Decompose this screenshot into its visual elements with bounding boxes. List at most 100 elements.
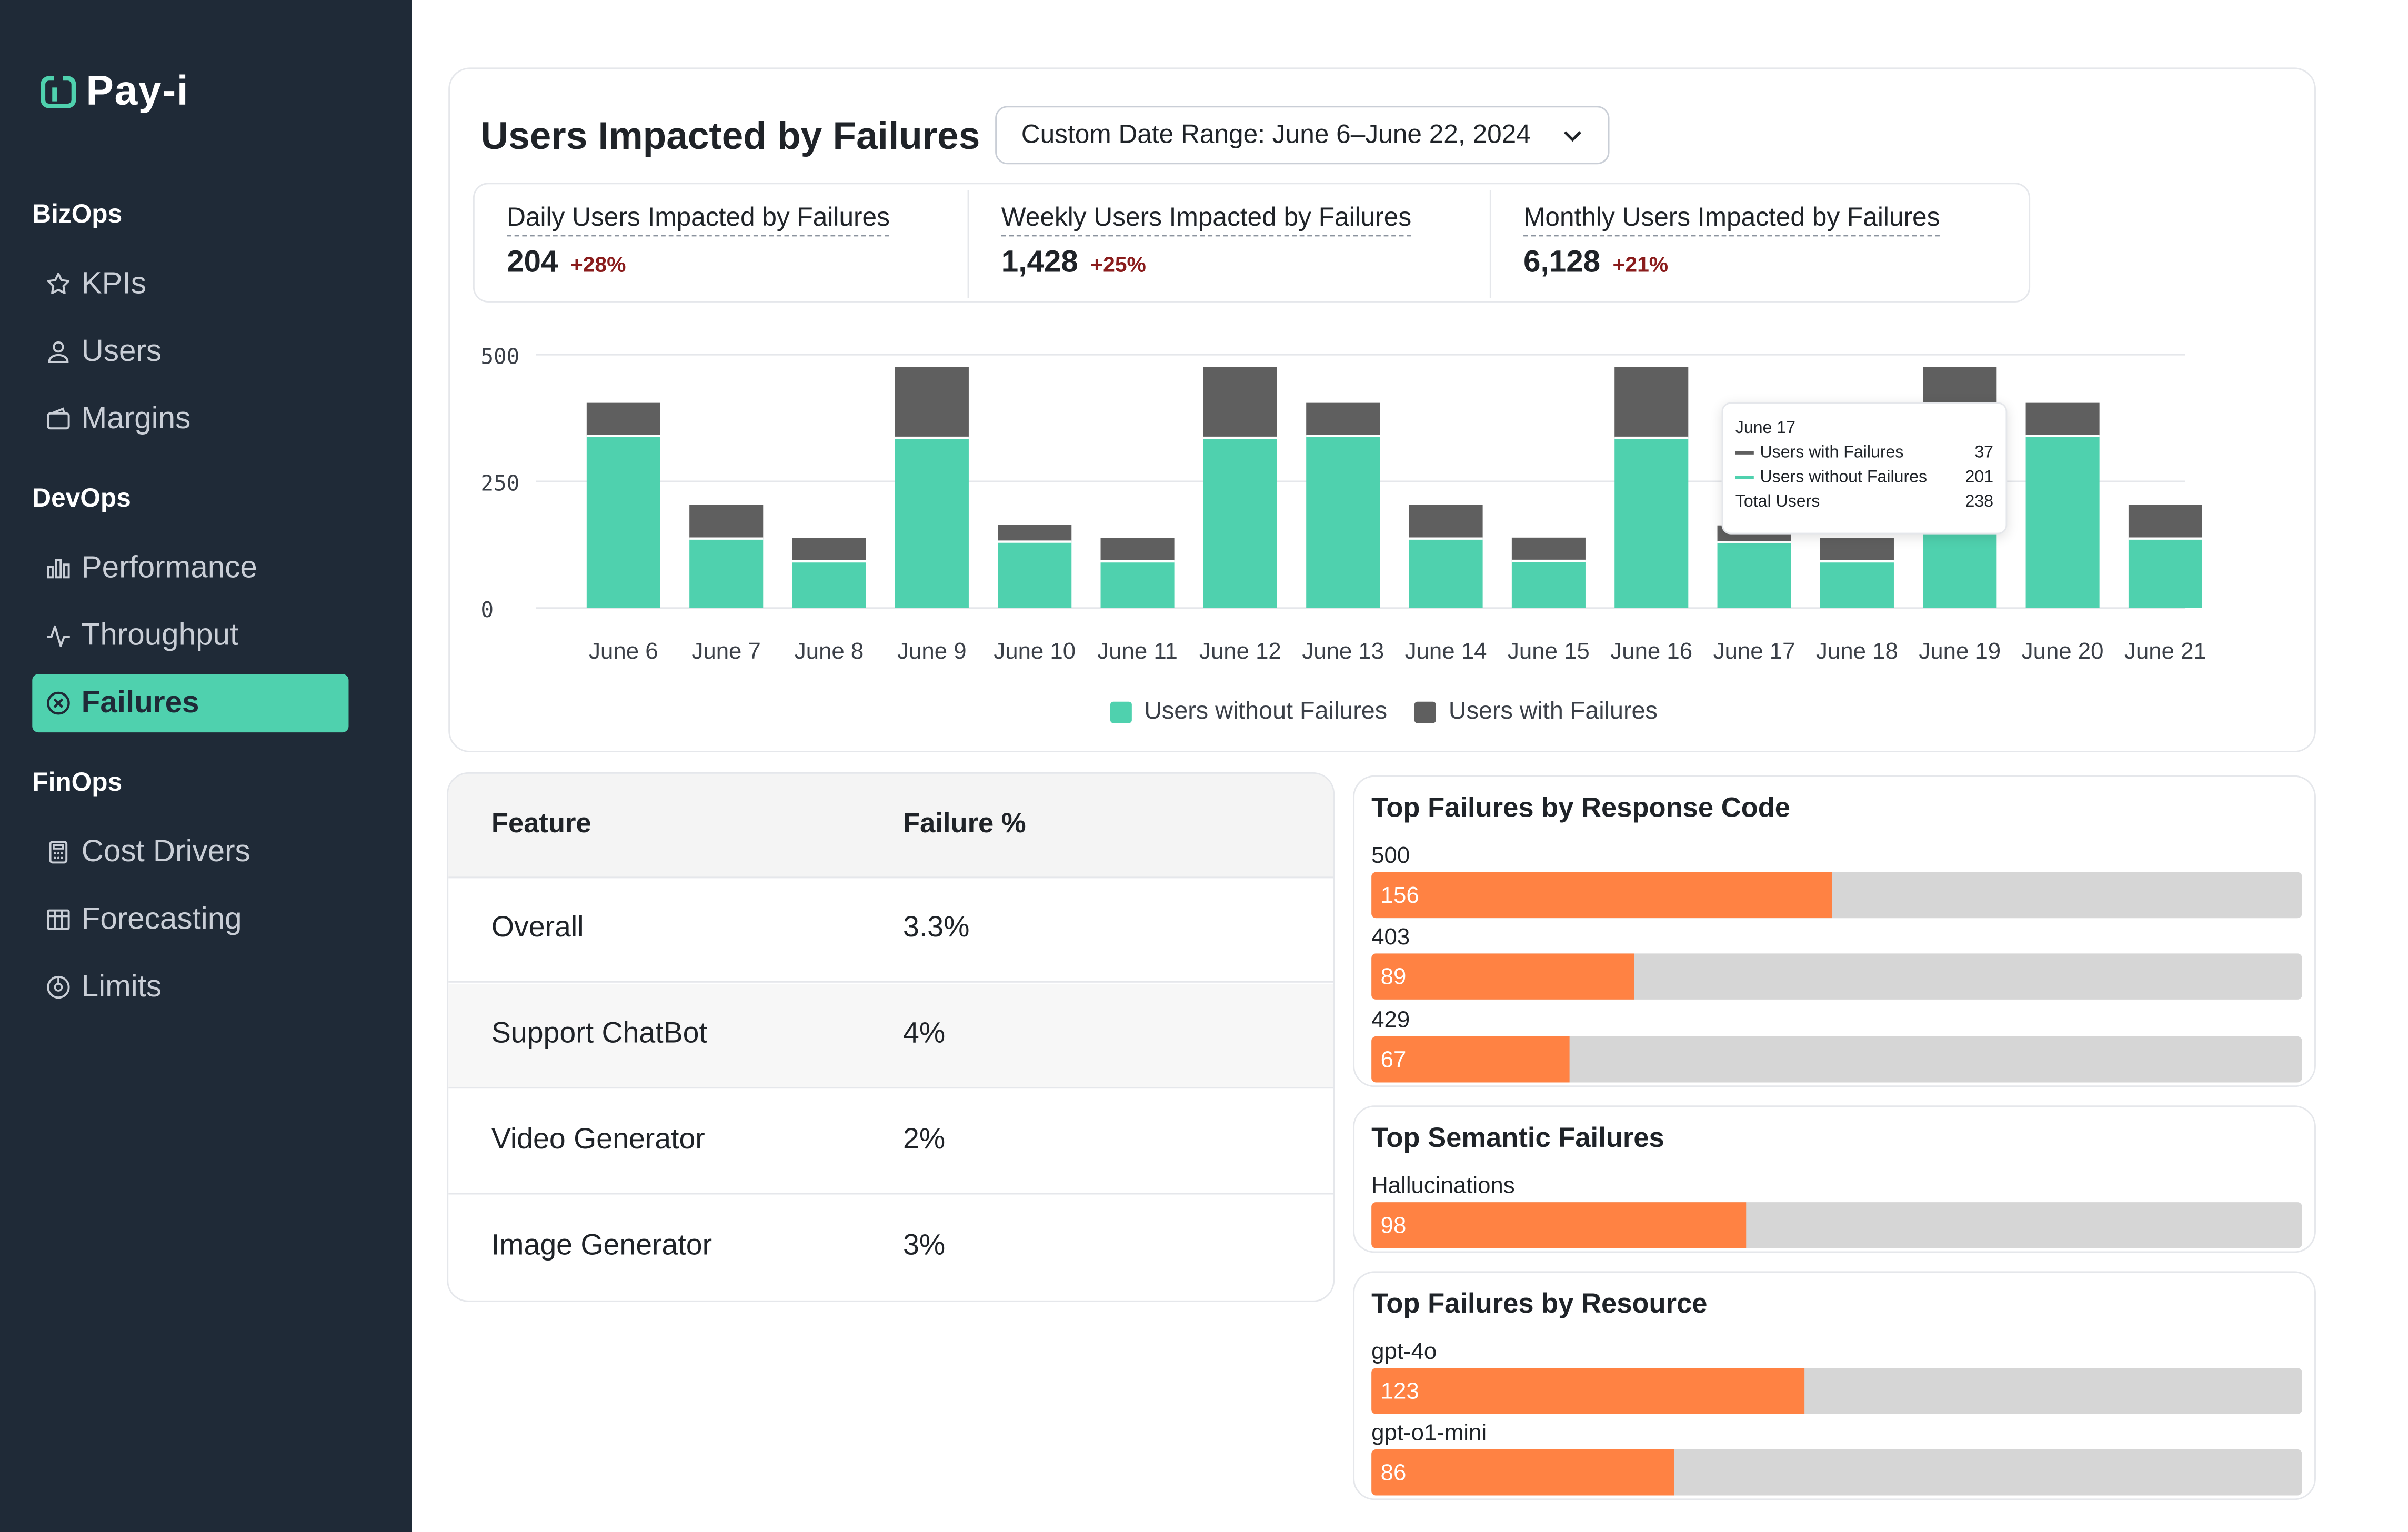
bar-track[interactable]: 86 (1371, 1449, 2302, 1496)
column-header-feature[interactable]: Feature (491, 808, 591, 839)
bar-segment-without-failures[interactable] (586, 436, 660, 608)
bar-track[interactable]: 98 (1371, 1202, 2302, 1248)
bar-track[interactable]: 67 (1371, 1036, 2302, 1083)
metric-value: 204 (507, 245, 558, 280)
tooltip-label: Users with Failures (1760, 444, 1904, 462)
x-tick-label: June 7 (692, 638, 761, 664)
sidebar-item-label: Forecasting (81, 902, 242, 936)
x-tick-label: June 14 (1405, 638, 1487, 664)
bar-segment-without-failures[interactable] (998, 541, 1072, 608)
x-tick-label: June 9 (897, 638, 966, 664)
divider (967, 190, 969, 298)
bar-segment-without-failures[interactable] (1614, 438, 1689, 608)
bar-label: 403 (1371, 924, 1410, 951)
bar-segment-with-failures[interactable] (689, 505, 764, 539)
sidebar-item-failures[interactable]: Failures (32, 674, 349, 733)
bar-label: gpt-4o (1371, 1338, 1437, 1365)
nav-section-bizops: BizOps (32, 199, 123, 229)
bar-track[interactable]: 156 (1371, 872, 2302, 919)
sidebar-item-kpis[interactable]: KPIs (32, 255, 348, 313)
bar-segment-with-failures[interactable] (895, 367, 969, 438)
sidebar: Pay-i BizOps KPIs Users Margins DevOps P… (0, 0, 412, 1532)
legend-item-with-failures[interactable]: Users with Failures (1414, 699, 1658, 727)
legend-swatch (1414, 701, 1437, 723)
tooltip-line-swatch (1735, 476, 1754, 479)
tooltip-row-label: Users without Failures (1735, 468, 1927, 487)
tooltip-total-row: Total Users 238 (1735, 493, 1993, 511)
metric-value: 6,128 (1523, 245, 1601, 280)
bar-segment-without-failures[interactable] (895, 438, 969, 608)
date-range-dropdown[interactable]: Custom Date Range: June 6–June 22, 2024 (995, 106, 1610, 165)
failure-pct: 3.3% (903, 912, 970, 944)
bar-segment-without-failures[interactable] (1306, 436, 1380, 608)
card-title: Top Semantic Failures (1371, 1122, 1664, 1153)
table-row[interactable]: Video Generator 2% (448, 1090, 1333, 1195)
feature-name: Video Generator (491, 1124, 705, 1156)
y-tick-label: 0 (480, 597, 494, 622)
sidebar-item-throughput[interactable]: Throughput (32, 607, 348, 665)
feature-name: Overall (491, 912, 584, 944)
y-tick-label: 500 (480, 344, 519, 369)
tooltip-line-swatch (1735, 451, 1754, 455)
sidebar-item-forecasting[interactable]: Forecasting (32, 891, 348, 949)
legend-swatch (1110, 701, 1132, 723)
bar-track[interactable]: 89 (1371, 953, 2302, 1000)
bar-segment-with-failures[interactable] (1511, 537, 1586, 561)
x-tick-label: June 21 (2124, 638, 2206, 664)
bar-segment-without-failures[interactable] (792, 561, 866, 608)
table-row[interactable]: Overall 3.3% (448, 878, 1333, 983)
chevron-down-icon (1563, 131, 1581, 142)
bar-segment-with-failures[interactable] (1100, 538, 1175, 562)
sidebar-item-users[interactable]: Users (32, 322, 348, 381)
bar-segment-with-failures[interactable] (2025, 402, 2100, 436)
table-header: Feature Failure % (448, 773, 1333, 879)
bar-segment-without-failures[interactable] (1100, 561, 1175, 608)
bar-track[interactable]: 123 (1371, 1368, 2302, 1414)
bar-segment-without-failures[interactable] (1717, 542, 1791, 608)
bar-segment-without-failures[interactable] (1203, 438, 1277, 608)
bar-segment-without-failures[interactable] (1409, 538, 1483, 608)
bar-segment-with-failures[interactable] (792, 538, 866, 562)
feature-name: Image Generator (491, 1229, 713, 1262)
sidebar-item-cost-drivers[interactable]: Cost Drivers (32, 823, 348, 881)
table-row[interactable]: Support ChatBot 4% (448, 984, 1333, 1089)
tooltip-date: June 17 (1735, 419, 1796, 438)
user-icon (48, 341, 69, 363)
table-row[interactable]: Image Generator 3% (448, 1196, 1333, 1300)
metric-label[interactable]: Weekly Users Impacted by Failures (1001, 203, 1412, 237)
sidebar-item-margins[interactable]: Margins (32, 390, 348, 448)
bar-segment-with-failures[interactable] (1203, 367, 1277, 438)
bar-segment-without-failures[interactable] (689, 538, 764, 608)
bar-label: gpt-o1-mini (1371, 1420, 1487, 1447)
bar-segment-without-failures[interactable] (2025, 436, 2100, 608)
app-logo[interactable]: Pay-i (40, 67, 189, 115)
bar-segment-with-failures[interactable] (1306, 402, 1380, 436)
sidebar-item-label: Limits (81, 969, 162, 1004)
legend-label: Users without Failures (1144, 698, 1388, 725)
feature-name: Support ChatBot (491, 1017, 707, 1051)
x-tick-label: June 10 (994, 638, 1076, 664)
y-tick-label: 250 (480, 470, 519, 496)
bar-segment-without-failures[interactable] (1511, 561, 1586, 608)
metric-change: +25% (1090, 251, 1146, 277)
legend-item-without-failures[interactable]: Users without Failures (1110, 699, 1387, 727)
bar-segment-with-failures[interactable] (1409, 505, 1483, 539)
bar-segment-without-failures[interactable] (1820, 561, 1894, 608)
gauge-icon (47, 975, 70, 999)
column-header-failure-pct[interactable]: Failure % (903, 808, 1026, 839)
metric-label[interactable]: Daily Users Impacted by Failures (507, 203, 890, 237)
bar-segment-with-failures[interactable] (2128, 505, 2202, 539)
bar-segment-with-failures[interactable] (998, 525, 1072, 542)
tooltip-row: Users without Failures 201 (1735, 468, 1993, 487)
bar-segment-with-failures[interactable] (1614, 367, 1689, 438)
metric-label[interactable]: Monthly Users Impacted by Failures (1523, 203, 1940, 237)
card-title: Top Failures by Response Code (1371, 792, 1791, 823)
sidebar-item-limits[interactable]: Limits (32, 958, 348, 1016)
sidebar-item-performance[interactable]: Performance (32, 539, 348, 597)
bar-segment-with-failures[interactable] (1820, 538, 1894, 562)
bar-segment-without-failures[interactable] (2128, 538, 2202, 608)
chart-tooltip: June 17 Users with Failures 37 Users wit… (1721, 402, 2008, 535)
bar-label: 500 (1371, 843, 1410, 869)
users-impacted-card: Users Impacted by Failures Custom Date R… (448, 67, 2316, 753)
bar-segment-with-failures[interactable] (586, 402, 660, 436)
